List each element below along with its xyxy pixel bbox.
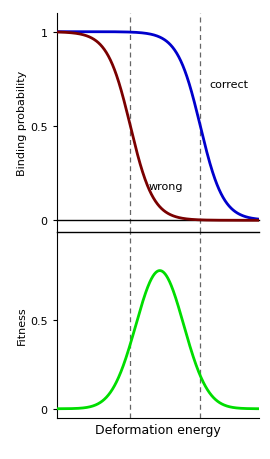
Text: correct: correct [210,80,248,90]
X-axis label: Deformation energy: Deformation energy [95,423,221,436]
Y-axis label: Fitness: Fitness [17,306,27,344]
Text: wrong: wrong [149,182,183,192]
Y-axis label: Binding probability: Binding probability [17,70,27,175]
